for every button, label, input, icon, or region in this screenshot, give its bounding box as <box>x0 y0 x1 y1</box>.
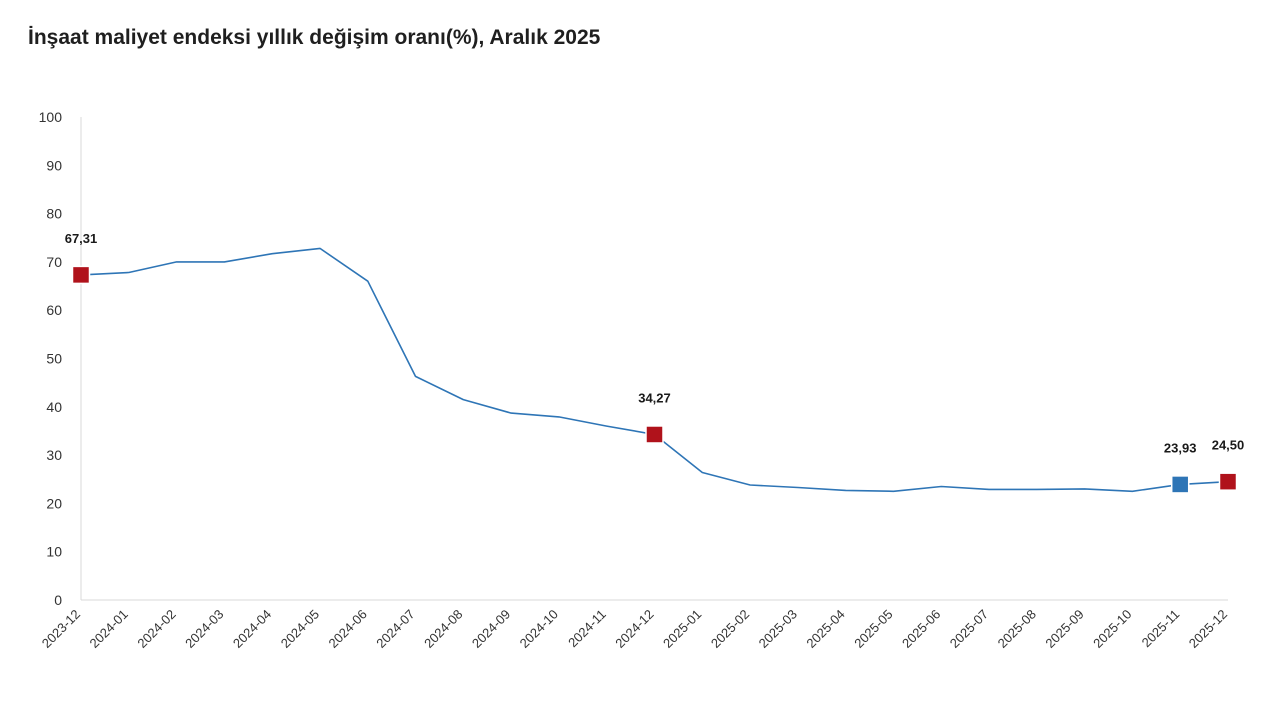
x-tick-label: 2025-05 <box>851 607 895 651</box>
x-tick-label: 2025-08 <box>995 607 1039 651</box>
highlight-marker <box>645 425 664 444</box>
x-tick-label: 2024-05 <box>278 607 322 651</box>
highlight-markers: 67,31 34,27 23,93 24,50 <box>65 231 1245 494</box>
highlight-marker <box>1170 475 1190 494</box>
x-tick-label: 2025-06 <box>899 607 943 651</box>
y-tick-label: 0 <box>54 592 62 608</box>
x-tick-label: 2024-03 <box>182 607 226 651</box>
data-label: 34,27 <box>638 390 671 405</box>
data-label: 23,93 <box>1164 440 1197 455</box>
x-tick-label: 2025-04 <box>803 607 847 651</box>
x-tick-label: 2024-01 <box>87 607 131 651</box>
x-tick-label: 2025-07 <box>947 607 991 651</box>
x-tick-label: 2023-12 <box>39 607 83 651</box>
x-tick-label: 2024-09 <box>469 607 513 651</box>
y-tick-label: 20 <box>46 495 62 511</box>
y-tick-label: 50 <box>46 351 62 367</box>
x-tick-label: 2024-04 <box>230 607 274 651</box>
highlight-marker <box>1218 472 1238 491</box>
y-tick-label: 70 <box>46 254 62 270</box>
x-tick-labels: 2023-12 2024-01 2024-02 2024-03 2024-04 2024-… <box>39 607 1230 651</box>
x-tick-label: 2024-10 <box>517 607 561 651</box>
series-layer <box>80 247 1229 493</box>
y-tick-label: 90 <box>46 157 62 173</box>
x-tick-label: 2024-12 <box>612 607 656 651</box>
x-tick-label: 2025-09 <box>1042 607 1086 651</box>
x-tick-label: 2025-02 <box>708 607 752 651</box>
x-tick-label: 2024-07 <box>373 607 417 651</box>
x-tick-label: 2025-01 <box>660 607 704 651</box>
y-tick-label: 80 <box>46 206 62 222</box>
series-line <box>80 247 1229 493</box>
x-tick-label: 2024-06 <box>326 607 370 651</box>
y-tick-label: 100 <box>39 109 63 125</box>
y-tick-labels: 0 10 20 30 40 50 60 70 80 90 100 <box>39 109 63 608</box>
data-label: 24,50 <box>1212 438 1245 453</box>
x-tick-label: 2024-02 <box>134 607 178 651</box>
data-label: 67,31 <box>65 231 98 246</box>
x-tick-label: 2025-12 <box>1186 607 1230 651</box>
x-tick-label: 2024-08 <box>421 607 465 651</box>
x-tick-label: 2024-11 <box>565 607 609 651</box>
y-tick-label: 30 <box>46 447 62 463</box>
highlight-marker <box>71 265 91 285</box>
chart-title: İnşaat maliyet endeksi yıllık değişim or… <box>28 26 601 49</box>
x-tick-label: 2025-10 <box>1090 607 1134 651</box>
x-tick-label: 2025-03 <box>756 607 800 651</box>
y-tick-label: 40 <box>46 399 62 415</box>
y-tick-label: 60 <box>46 302 62 318</box>
x-tick-label: 2025-11 <box>1139 607 1183 651</box>
y-tick-label: 10 <box>46 544 62 560</box>
